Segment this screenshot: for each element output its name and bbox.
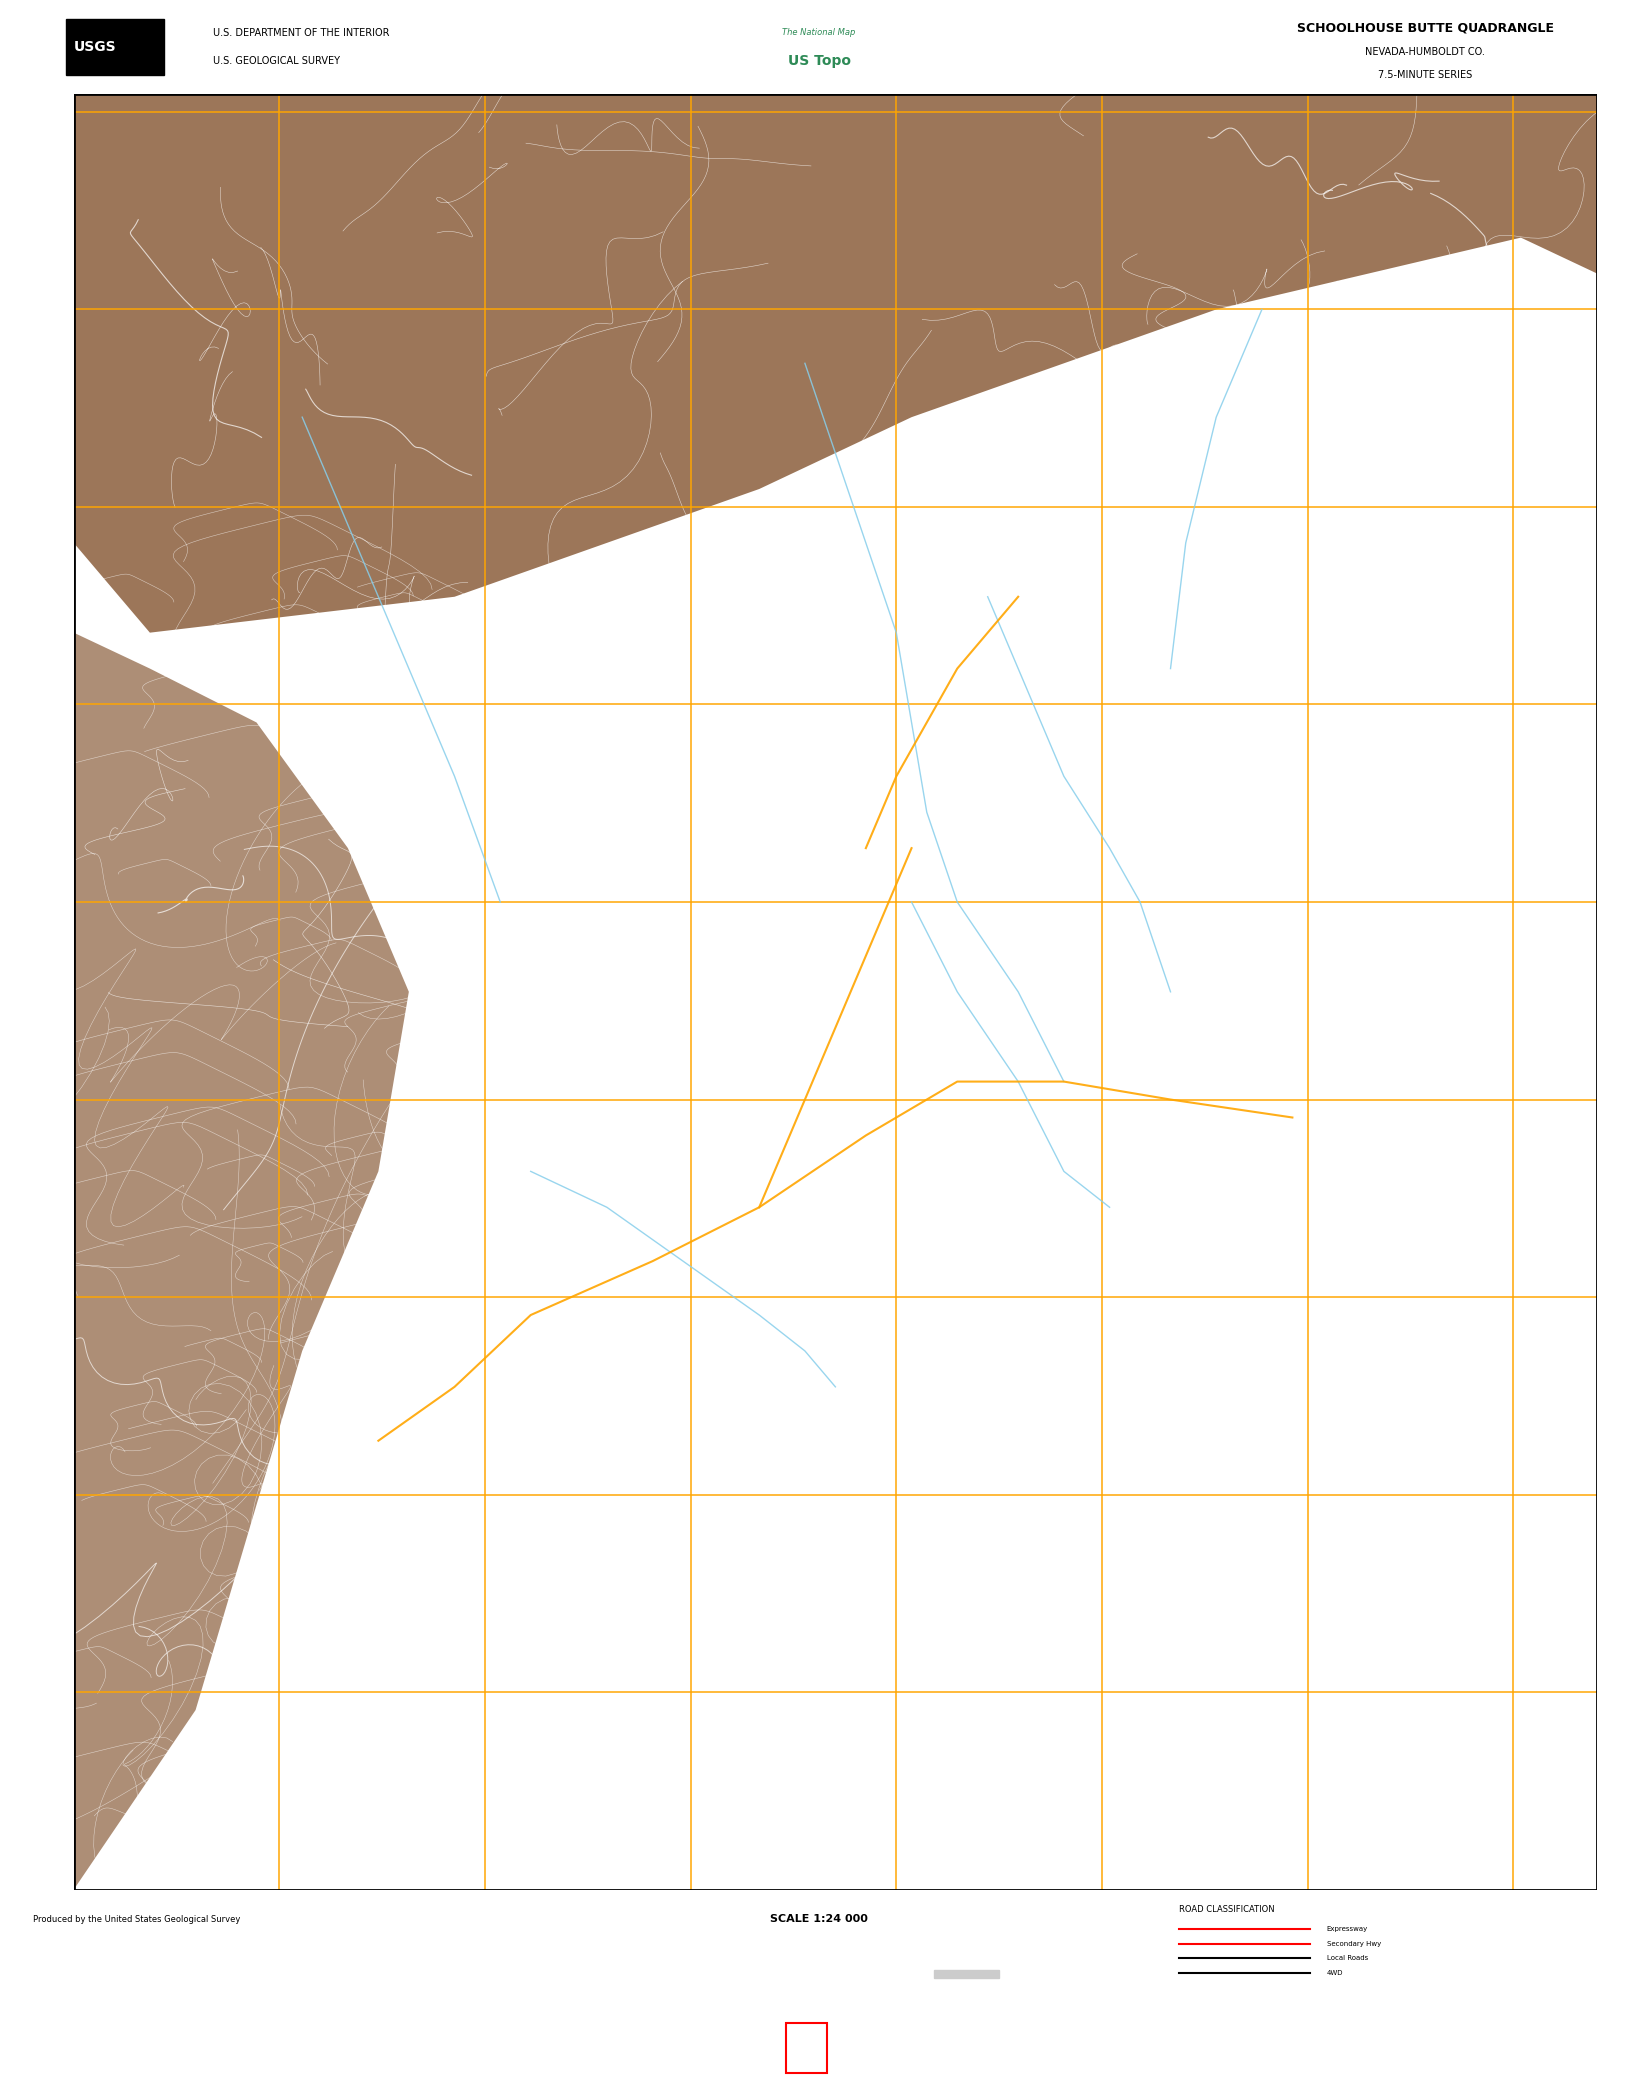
Text: SCHOOLHOUSE BUTTE QUADRANGLE: SCHOOLHOUSE BUTTE QUADRANGLE <box>1297 21 1553 35</box>
Text: Expressway: Expressway <box>1327 1925 1368 1931</box>
Text: SCALE 1:24 000: SCALE 1:24 000 <box>770 1915 868 1923</box>
Text: Secondary Hwy: Secondary Hwy <box>1327 1940 1381 1946</box>
Text: U.S. GEOLOGICAL SURVEY: U.S. GEOLOGICAL SURVEY <box>213 56 341 67</box>
Text: 7.5-MINUTE SERIES: 7.5-MINUTE SERIES <box>1378 71 1473 79</box>
PathPatch shape <box>74 94 1597 633</box>
Bar <box>786 2023 827 2073</box>
Text: NEVADA-HUMBOLDT CO.: NEVADA-HUMBOLDT CO. <box>1364 46 1486 56</box>
Text: Produced by the United States Geological Survey: Produced by the United States Geological… <box>33 1915 241 1923</box>
Bar <box>66 19 164 75</box>
Text: ROAD CLASSIFICATION: ROAD CLASSIFICATION <box>1179 1904 1274 1915</box>
Text: U.S. DEPARTMENT OF THE INTERIOR: U.S. DEPARTMENT OF THE INTERIOR <box>213 27 390 38</box>
Text: US Topo: US Topo <box>788 54 850 69</box>
Text: 4WD: 4WD <box>1327 1971 1343 1975</box>
Text: Local Roads: Local Roads <box>1327 1954 1368 1961</box>
Text: USGS: USGS <box>74 40 116 54</box>
PathPatch shape <box>74 633 410 1890</box>
Bar <box>934 1971 999 1977</box>
Text: The National Map: The National Map <box>783 29 855 38</box>
